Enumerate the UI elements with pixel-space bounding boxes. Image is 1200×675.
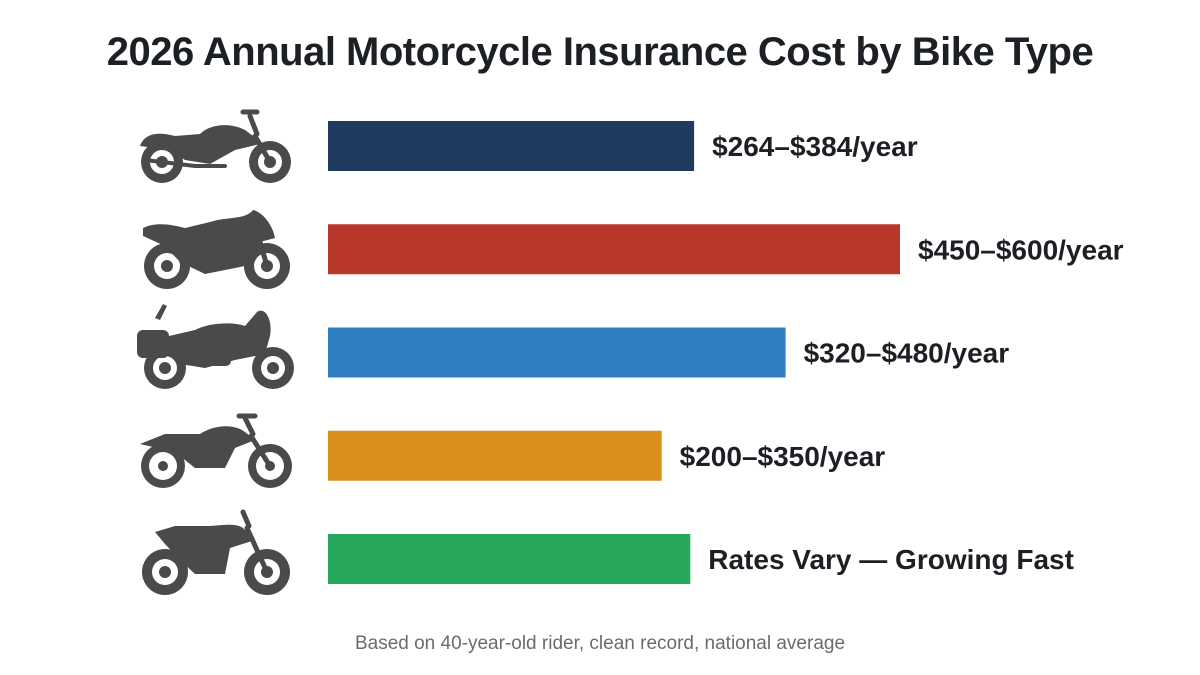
bar-touring bbox=[328, 327, 786, 378]
bar-sport bbox=[328, 224, 900, 275]
icon-column bbox=[137, 109, 294, 595]
sport-motorcycle-icon bbox=[143, 210, 290, 289]
bar-label-touring: $320–$480/year bbox=[804, 338, 1010, 369]
chart-title: 2026 Annual Motorcycle Insurance Cost by… bbox=[106, 30, 1094, 74]
footnote: Based on 40-year-old rider, clean record… bbox=[354, 633, 846, 654]
electric-motorcycle-icon bbox=[142, 509, 290, 595]
bar-labels-group: $264–$384/year $450–$600/year $320–$480/ye… bbox=[680, 131, 1124, 575]
bar-label-cruiser: $264–$384/year bbox=[712, 131, 918, 162]
touring-motorcycle-icon bbox=[137, 304, 294, 389]
bar-label-standard: $200–$350/year bbox=[680, 441, 886, 472]
bars-group bbox=[328, 121, 900, 584]
bar-electric bbox=[328, 534, 691, 584]
bar-cruiser bbox=[328, 121, 695, 171]
bar-label-sport: $450–$600/year bbox=[918, 234, 1124, 265]
standard-motorcycle-icon bbox=[140, 413, 292, 488]
cruiser-motorcycle-icon bbox=[140, 109, 291, 183]
bar-label-electric: Rates Vary — Growing Fast bbox=[708, 544, 1074, 575]
bar-standard bbox=[328, 430, 662, 481]
